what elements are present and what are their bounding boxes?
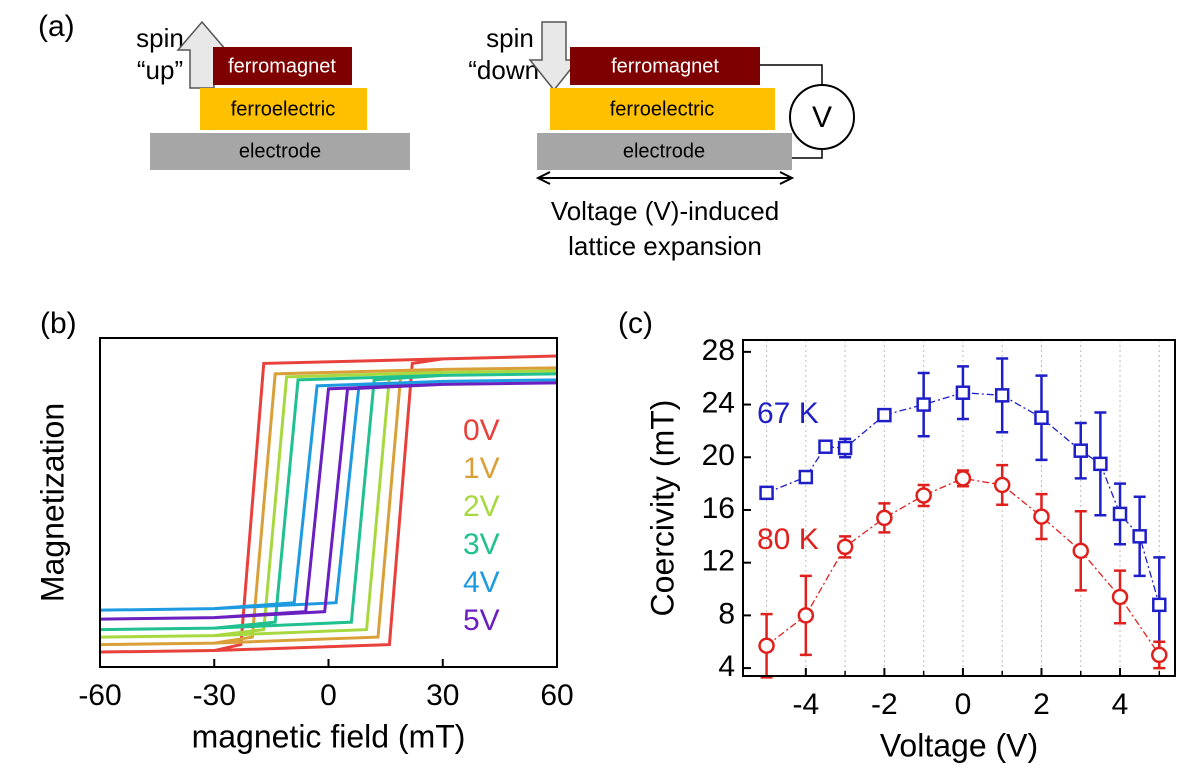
meter-label: V [812, 101, 832, 134]
ferromagnet [570, 47, 760, 85]
ferromagnet [213, 47, 352, 85]
voltmeter [789, 84, 855, 150]
marker [876, 509, 893, 527]
marker [955, 385, 971, 400]
marker [1072, 542, 1089, 560]
x-tick-label: -4 [792, 688, 819, 721]
x-tick-label: -30 [193, 679, 236, 712]
y-tick-label: 8 [718, 597, 735, 630]
y-axis-label: Magnetization [34, 403, 70, 602]
diagram: (a) spin “up” ferromagnet ferroelectric … [38, 10, 855, 261]
layer-label: electrode [623, 140, 705, 162]
x-tick-label: 4 [1112, 688, 1129, 721]
layer-label: ferromagnet [611, 55, 719, 77]
marker [759, 485, 774, 501]
caption: Voltage (V)-induced [551, 196, 779, 226]
x-tick-label: 60 [540, 679, 573, 712]
marker [1073, 443, 1088, 458]
marker [915, 487, 932, 504]
plot-frame [742, 339, 1176, 677]
panel-label: (a) [38, 10, 75, 43]
legend-label: 2V [463, 490, 500, 523]
y-tick-label: 24 [702, 386, 735, 419]
ferroelectric [550, 88, 775, 130]
panel-label: (c) [618, 307, 653, 340]
x-axis-label: Voltage (V) [880, 727, 1038, 763]
marker [1151, 646, 1168, 664]
legend-label: 5V [463, 604, 500, 637]
layer-label: ferromagnet [228, 55, 336, 77]
layer-label: ferroelectric [231, 98, 335, 120]
marker [1112, 506, 1128, 522]
y-tick-label: 12 [702, 545, 735, 578]
spin-label: spin [486, 23, 534, 53]
legend-label: 4V [463, 566, 500, 599]
marker [1152, 597, 1167, 613]
plot-frame [99, 337, 558, 668]
x-tick-label: 30 [426, 679, 459, 712]
marker [797, 607, 815, 624]
panel-label: (b) [40, 307, 77, 340]
marker [836, 538, 854, 556]
y-axis-label: Coercivity (mT) [644, 400, 680, 617]
x-axis-label: magnetic field (mT) [192, 718, 466, 754]
electrode [150, 133, 410, 170]
legend-label: 80 K [757, 523, 819, 556]
x-tick-label: -2 [871, 688, 898, 721]
y-tick-label: 4 [718, 650, 735, 683]
x-tick-label: 0 [320, 679, 337, 712]
y-tick-label: 16 [702, 492, 735, 525]
marker [1093, 456, 1108, 472]
caption: lattice expansion [568, 231, 762, 261]
marker [1033, 508, 1050, 525]
marker [837, 440, 853, 456]
marker [877, 407, 892, 423]
legend-label: 0V [463, 414, 500, 447]
marker [1132, 529, 1147, 544]
layer-label: ferroelectric [610, 98, 714, 120]
marker [818, 439, 833, 454]
wire [760, 64, 823, 159]
marker [954, 470, 972, 487]
marker [916, 397, 931, 412]
spin-direction: “up” [137, 55, 183, 85]
spin-arrow [528, 21, 580, 92]
x-tick-label: 2 [1033, 688, 1050, 721]
x-tick-label: 0 [955, 688, 972, 721]
marker [758, 637, 775, 654]
ferroelectric [200, 88, 367, 130]
spin-label: spin [136, 23, 184, 53]
marker [993, 476, 1011, 494]
marker [1034, 410, 1049, 425]
electrode [537, 133, 792, 170]
marker [798, 469, 814, 485]
expansion-arrow [535, 171, 795, 185]
y-tick-label: 20 [702, 439, 735, 472]
legend-label: 1V [463, 452, 500, 485]
layer-label: electrode [239, 140, 321, 162]
y-tick-label: 28 [702, 334, 735, 367]
marker [994, 388, 1010, 403]
marker [1111, 588, 1129, 606]
legend-label: 3V [463, 528, 500, 561]
x-tick-label: -60 [78, 679, 121, 712]
legend-label: 67 K [757, 397, 819, 430]
